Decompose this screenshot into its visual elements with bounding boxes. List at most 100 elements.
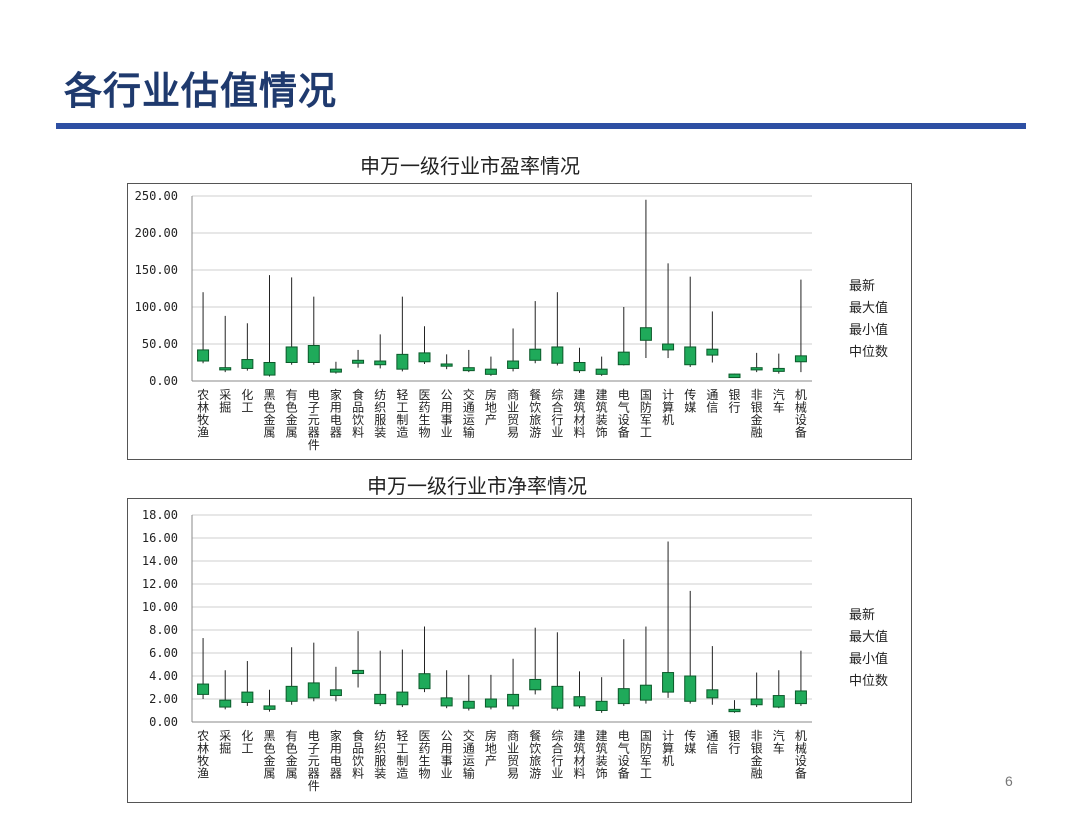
pe-legend-item: 中位数 — [849, 345, 888, 360]
pb-box — [374, 693, 387, 705]
pb-category-label: 农林牧渔 — [197, 729, 209, 781]
pb-box — [440, 697, 453, 707]
pe-box — [573, 362, 586, 372]
pb-category-label: 家用电器 — [330, 728, 342, 781]
pe-category-label: 纺织服装 — [374, 388, 386, 440]
pb-legend-item: 最新 — [849, 607, 875, 623]
pb-box — [706, 689, 719, 699]
pb-legend-item: 最小值 — [849, 651, 888, 667]
pb-category-label: 采掘 — [219, 729, 231, 756]
pb-box — [551, 685, 564, 709]
pb-box — [794, 690, 807, 705]
pe-category-label: 建筑材料 — [573, 388, 585, 440]
pb-category-label: 医药生物 — [418, 729, 430, 781]
pb-box — [307, 682, 320, 699]
pb-box — [352, 669, 365, 675]
pe-frame — [127, 183, 912, 460]
pb-category-label: 房地产 — [485, 728, 497, 768]
pe-box — [197, 349, 210, 362]
pb-box — [507, 693, 520, 707]
pb-box — [595, 700, 608, 712]
pb-category-label: 公用事业 — [441, 729, 453, 781]
pe-ytick-label: 200.00 — [135, 226, 178, 240]
pe-box — [374, 360, 387, 366]
pb-ytick-label: 4.00 — [149, 669, 178, 683]
pe-category-label: 公用事业 — [441, 388, 453, 440]
pb-ytick-label: 0.00 — [149, 715, 178, 729]
pe-legend-item: 最大值 — [849, 300, 888, 316]
pb-box — [241, 691, 254, 703]
pe-category-label: 电子元器件 — [308, 388, 320, 452]
pb-category-label: 建筑装饰 — [596, 729, 608, 781]
pe-box — [750, 367, 763, 371]
pb-ytick-label: 14.00 — [142, 554, 178, 568]
page-number: 6 — [1005, 773, 1013, 789]
pe-ytick-label: 0.00 — [149, 374, 178, 388]
pe-box — [617, 351, 630, 366]
pe-category-label: 综合行业 — [551, 388, 563, 440]
title-divider — [56, 123, 1026, 129]
pe-box — [639, 327, 652, 341]
pb-box — [219, 699, 232, 708]
pe-box — [352, 359, 365, 364]
pe-category-label: 餐饮旅游 — [529, 387, 541, 440]
pb-box — [684, 675, 697, 702]
pb-category-label: 黑色金属 — [263, 729, 275, 781]
pb-box — [396, 691, 409, 706]
pb-box — [573, 696, 586, 707]
pb-box — [462, 700, 475, 709]
pe-category-label: 传媒 — [684, 387, 696, 415]
pe-box — [595, 368, 608, 375]
pb-box — [728, 708, 741, 713]
pb-box — [662, 672, 675, 693]
pe-box — [484, 368, 497, 375]
pe-category-label: 采掘 — [219, 388, 231, 415]
pb-box — [329, 689, 342, 697]
pe-category-label: 建筑装饰 — [596, 388, 608, 440]
pe-box — [219, 367, 232, 371]
pe-category-label: 房地产 — [485, 387, 497, 427]
pb-box — [418, 673, 431, 690]
pb-box — [772, 695, 785, 708]
pe-category-label: 轻工制造 — [396, 388, 408, 440]
pe-box — [462, 367, 475, 372]
pb-category-label: 化工 — [241, 729, 253, 756]
pb-category-label: 综合行业 — [551, 729, 563, 781]
pe-legend-item: 最小值 — [849, 322, 888, 338]
pb-category-label: 商业贸易 — [507, 728, 519, 781]
pe-ytick-label: 100.00 — [135, 300, 178, 314]
pb-category-label: 汽车 — [773, 728, 785, 756]
pe-box — [329, 368, 342, 373]
pb-box — [197, 683, 210, 695]
pe-box — [772, 367, 785, 372]
pb-category-label: 食品饮料 — [352, 728, 364, 781]
pb-chart-title: 申万一级行业市净率情况 — [367, 474, 587, 498]
pe-ytick-label: 50.00 — [142, 337, 178, 351]
pb-ytick-label: 12.00 — [142, 577, 178, 591]
pe-box — [662, 343, 675, 351]
pe-legend-item: 最新 — [849, 278, 875, 294]
pe-category-label: 农林牧渔 — [197, 388, 209, 440]
pe-category-label: 食品饮料 — [352, 387, 364, 440]
pb-box — [285, 685, 298, 702]
pe-ytick-label: 150.00 — [135, 263, 178, 277]
pe-category-label: 国防军工 — [640, 388, 652, 440]
pb-category-label: 纺织服装 — [374, 729, 386, 781]
pe-category-label: 通信 — [706, 388, 718, 415]
pe-category-label: 黑色金属 — [263, 388, 275, 440]
pe-box — [241, 359, 254, 369]
pb-category-label: 电气设备 — [618, 729, 630, 781]
pe-category-label: 医药生物 — [418, 388, 430, 440]
pe-box — [551, 346, 564, 364]
pb-category-label: 轻工制造 — [396, 729, 408, 781]
pb-box — [529, 678, 542, 691]
pe-category-label: 商业贸易 — [507, 387, 519, 440]
pe-box — [529, 348, 542, 361]
pb-category-label: 银行 — [728, 729, 740, 756]
pe-category-label: 机械设备 — [795, 388, 807, 440]
pb-ytick-label: 8.00 — [149, 623, 178, 637]
pe-box — [684, 346, 697, 366]
pe-box — [440, 363, 453, 367]
pb-box — [750, 698, 763, 706]
pe-box — [794, 355, 807, 363]
